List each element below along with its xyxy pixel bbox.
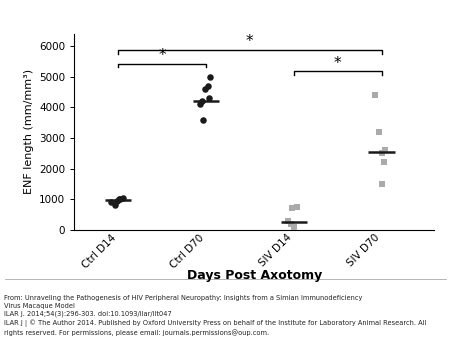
Point: [114, 198, 121, 203]
Point: [290, 224, 297, 230]
Text: From: Unraveling the Pathogenesis of HIV Peripheral Neuropathy: Insights from a : From: Unraveling the Pathogenesis of HIV…: [4, 295, 427, 336]
Point: [120, 195, 127, 200]
Point: [382, 147, 389, 153]
Point: [116, 196, 123, 202]
Point: [200, 117, 207, 122]
Point: [108, 199, 115, 205]
Point: [202, 86, 209, 92]
Point: [372, 92, 379, 98]
Point: [381, 160, 388, 165]
Text: *: *: [246, 34, 254, 49]
Point: [196, 101, 203, 107]
Point: [204, 83, 212, 89]
Point: [285, 218, 292, 223]
Point: [207, 74, 214, 79]
Point: [199, 98, 206, 104]
Point: [111, 203, 118, 208]
Point: [288, 206, 296, 211]
Point: [116, 196, 123, 202]
Text: *: *: [158, 48, 166, 63]
Point: [205, 95, 212, 101]
Text: Days Post Axotomy: Days Post Axotomy: [187, 269, 322, 282]
Point: [288, 221, 295, 226]
Point: [378, 150, 385, 156]
Y-axis label: ENF length (mm/mm³): ENF length (mm/mm³): [23, 69, 34, 194]
Point: [378, 181, 385, 187]
Point: [375, 129, 382, 135]
Text: *: *: [334, 55, 342, 71]
Point: [294, 204, 301, 210]
